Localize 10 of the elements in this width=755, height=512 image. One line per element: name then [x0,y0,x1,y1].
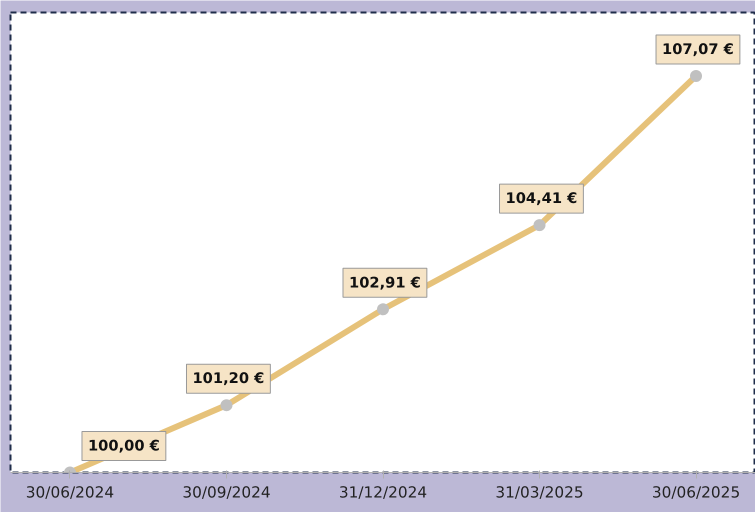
x-tick-label: 30/06/2025 [652,484,740,502]
data-label: 104,41 € [506,190,578,208]
x-tick-label: 31/12/2024 [338,484,428,502]
x-tick-label: 30/09/2024 [182,484,271,502]
data-label: 101,20 € [192,370,264,388]
x-tick-label: 31/03/2025 [495,484,584,502]
data-label: 102,91 € [349,274,421,292]
data-label: 107,07 € [662,40,734,58]
data-label: 100,00 € [88,438,160,454]
x-tick-label: 30/06/2024 [26,484,114,502]
